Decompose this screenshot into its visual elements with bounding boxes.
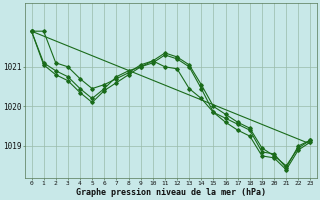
X-axis label: Graphe pression niveau de la mer (hPa): Graphe pression niveau de la mer (hPa) bbox=[76, 188, 266, 197]
